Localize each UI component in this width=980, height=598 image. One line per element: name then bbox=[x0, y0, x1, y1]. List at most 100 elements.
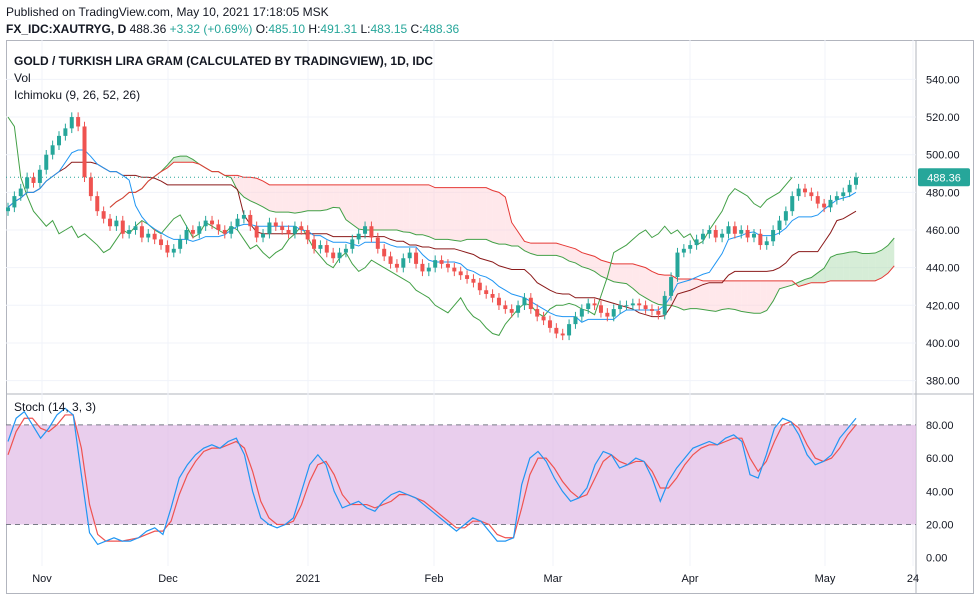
candle-body bbox=[681, 248, 686, 253]
cloud-segment bbox=[511, 222, 519, 246]
cloud-segment bbox=[498, 192, 506, 245]
candle-body bbox=[88, 177, 93, 197]
cloud-segment bbox=[651, 271, 659, 305]
candle-body bbox=[465, 275, 470, 279]
cloud-segment bbox=[645, 267, 652, 302]
y-tick-label: 480.00 bbox=[926, 187, 960, 199]
candle-body bbox=[790, 196, 795, 212]
cloud-segment bbox=[339, 184, 346, 220]
cloud-segment bbox=[581, 252, 589, 269]
candle-body bbox=[159, 239, 164, 246]
candle-body bbox=[222, 230, 227, 234]
candle-body bbox=[171, 248, 176, 253]
candle-body bbox=[331, 252, 336, 259]
cloud-segment bbox=[288, 184, 295, 214]
candle-body bbox=[133, 226, 138, 230]
cloud-segment bbox=[626, 263, 633, 289]
cloud-segment bbox=[435, 187, 442, 240]
cloud-segment bbox=[569, 246, 576, 263]
cloud-segment bbox=[639, 265, 646, 298]
cloud-segment bbox=[677, 278, 684, 310]
y-tick-label: 380.00 bbox=[926, 376, 960, 388]
candle-body bbox=[6, 207, 10, 212]
candle-body bbox=[248, 214, 253, 227]
candle-body bbox=[254, 226, 259, 238]
candle-body bbox=[445, 263, 450, 268]
stoch-y-tick-label: 60.00 bbox=[926, 453, 954, 465]
cloud-segment bbox=[269, 184, 276, 213]
candle-body bbox=[834, 196, 839, 200]
candle-body bbox=[592, 303, 597, 306]
candle-body bbox=[18, 188, 23, 197]
candle-body bbox=[815, 196, 820, 204]
cloud-segment bbox=[683, 278, 691, 310]
candle-body bbox=[120, 220, 125, 234]
candle-body bbox=[688, 245, 693, 249]
candle-body bbox=[101, 211, 106, 219]
candle-body bbox=[700, 233, 705, 240]
candles bbox=[6, 112, 858, 341]
tenkan-line bbox=[7, 149, 857, 323]
cloud-segment bbox=[549, 243, 557, 256]
candle-body bbox=[388, 256, 393, 264]
cloud-segment bbox=[263, 181, 270, 211]
candle-body bbox=[624, 305, 629, 307]
ichimoku-label[interactable]: Ichimoku (9, 26, 52, 26) bbox=[14, 88, 141, 102]
candle-body bbox=[178, 239, 183, 249]
candle-body bbox=[210, 220, 215, 225]
ichimoku-cloud bbox=[110, 156, 895, 314]
cloud-segment bbox=[505, 197, 512, 246]
candle-body bbox=[554, 327, 559, 334]
candle-body bbox=[343, 248, 348, 253]
candle-body bbox=[758, 233, 763, 246]
cloud-segment bbox=[728, 280, 735, 310]
stoch-k-line bbox=[7, 407, 857, 546]
y-tick-label: 460.00 bbox=[926, 225, 960, 237]
cloud-segment bbox=[773, 280, 780, 302]
candle-body bbox=[643, 305, 648, 310]
candle-body bbox=[63, 128, 68, 136]
candle-body bbox=[796, 188, 801, 197]
candle-body bbox=[630, 303, 635, 306]
cloud-segment bbox=[524, 241, 531, 254]
cloud-segment bbox=[275, 184, 283, 213]
cloud-segment bbox=[588, 254, 595, 272]
cloud-segment bbox=[371, 184, 378, 230]
cloud-segment bbox=[180, 156, 187, 163]
candle-body bbox=[152, 233, 157, 240]
candle-body bbox=[414, 252, 419, 264]
chart-frame bbox=[6, 40, 974, 594]
cloud-segment bbox=[862, 253, 869, 281]
published-note: Published on TradingView.com, May 10, 20… bbox=[6, 5, 329, 19]
candle-body bbox=[203, 220, 208, 227]
stoch-label[interactable]: Stoch (14, 3, 3) bbox=[14, 400, 97, 414]
candle-body bbox=[452, 267, 457, 272]
candle-body bbox=[356, 233, 361, 240]
candle-body bbox=[241, 214, 246, 219]
candle-body bbox=[299, 226, 304, 230]
candle-body bbox=[69, 117, 74, 129]
cloud-segment bbox=[537, 243, 544, 256]
cloud-segment bbox=[486, 187, 493, 243]
cloud-segment bbox=[881, 245, 888, 278]
candle-body bbox=[31, 177, 36, 183]
candle-body bbox=[312, 239, 317, 249]
high-value: 491.31 bbox=[320, 22, 358, 36]
candle-body bbox=[611, 309, 616, 317]
candle-body bbox=[745, 230, 750, 238]
candle-body bbox=[267, 222, 272, 234]
cloud-segment bbox=[467, 187, 474, 240]
candle-body bbox=[649, 309, 654, 311]
candle-body bbox=[605, 312, 610, 317]
cloud-segment bbox=[479, 187, 487, 240]
cloud-segment bbox=[441, 187, 448, 240]
candle-body bbox=[828, 199, 833, 208]
cloud-segment bbox=[186, 156, 193, 163]
x-tick-label: Apr bbox=[681, 573, 698, 585]
vol-label[interactable]: Vol bbox=[14, 71, 31, 85]
y-tick-label: 520.00 bbox=[926, 112, 960, 124]
cloud-segment bbox=[575, 248, 582, 267]
cloud-segment bbox=[868, 253, 876, 281]
candle-body bbox=[76, 117, 81, 127]
